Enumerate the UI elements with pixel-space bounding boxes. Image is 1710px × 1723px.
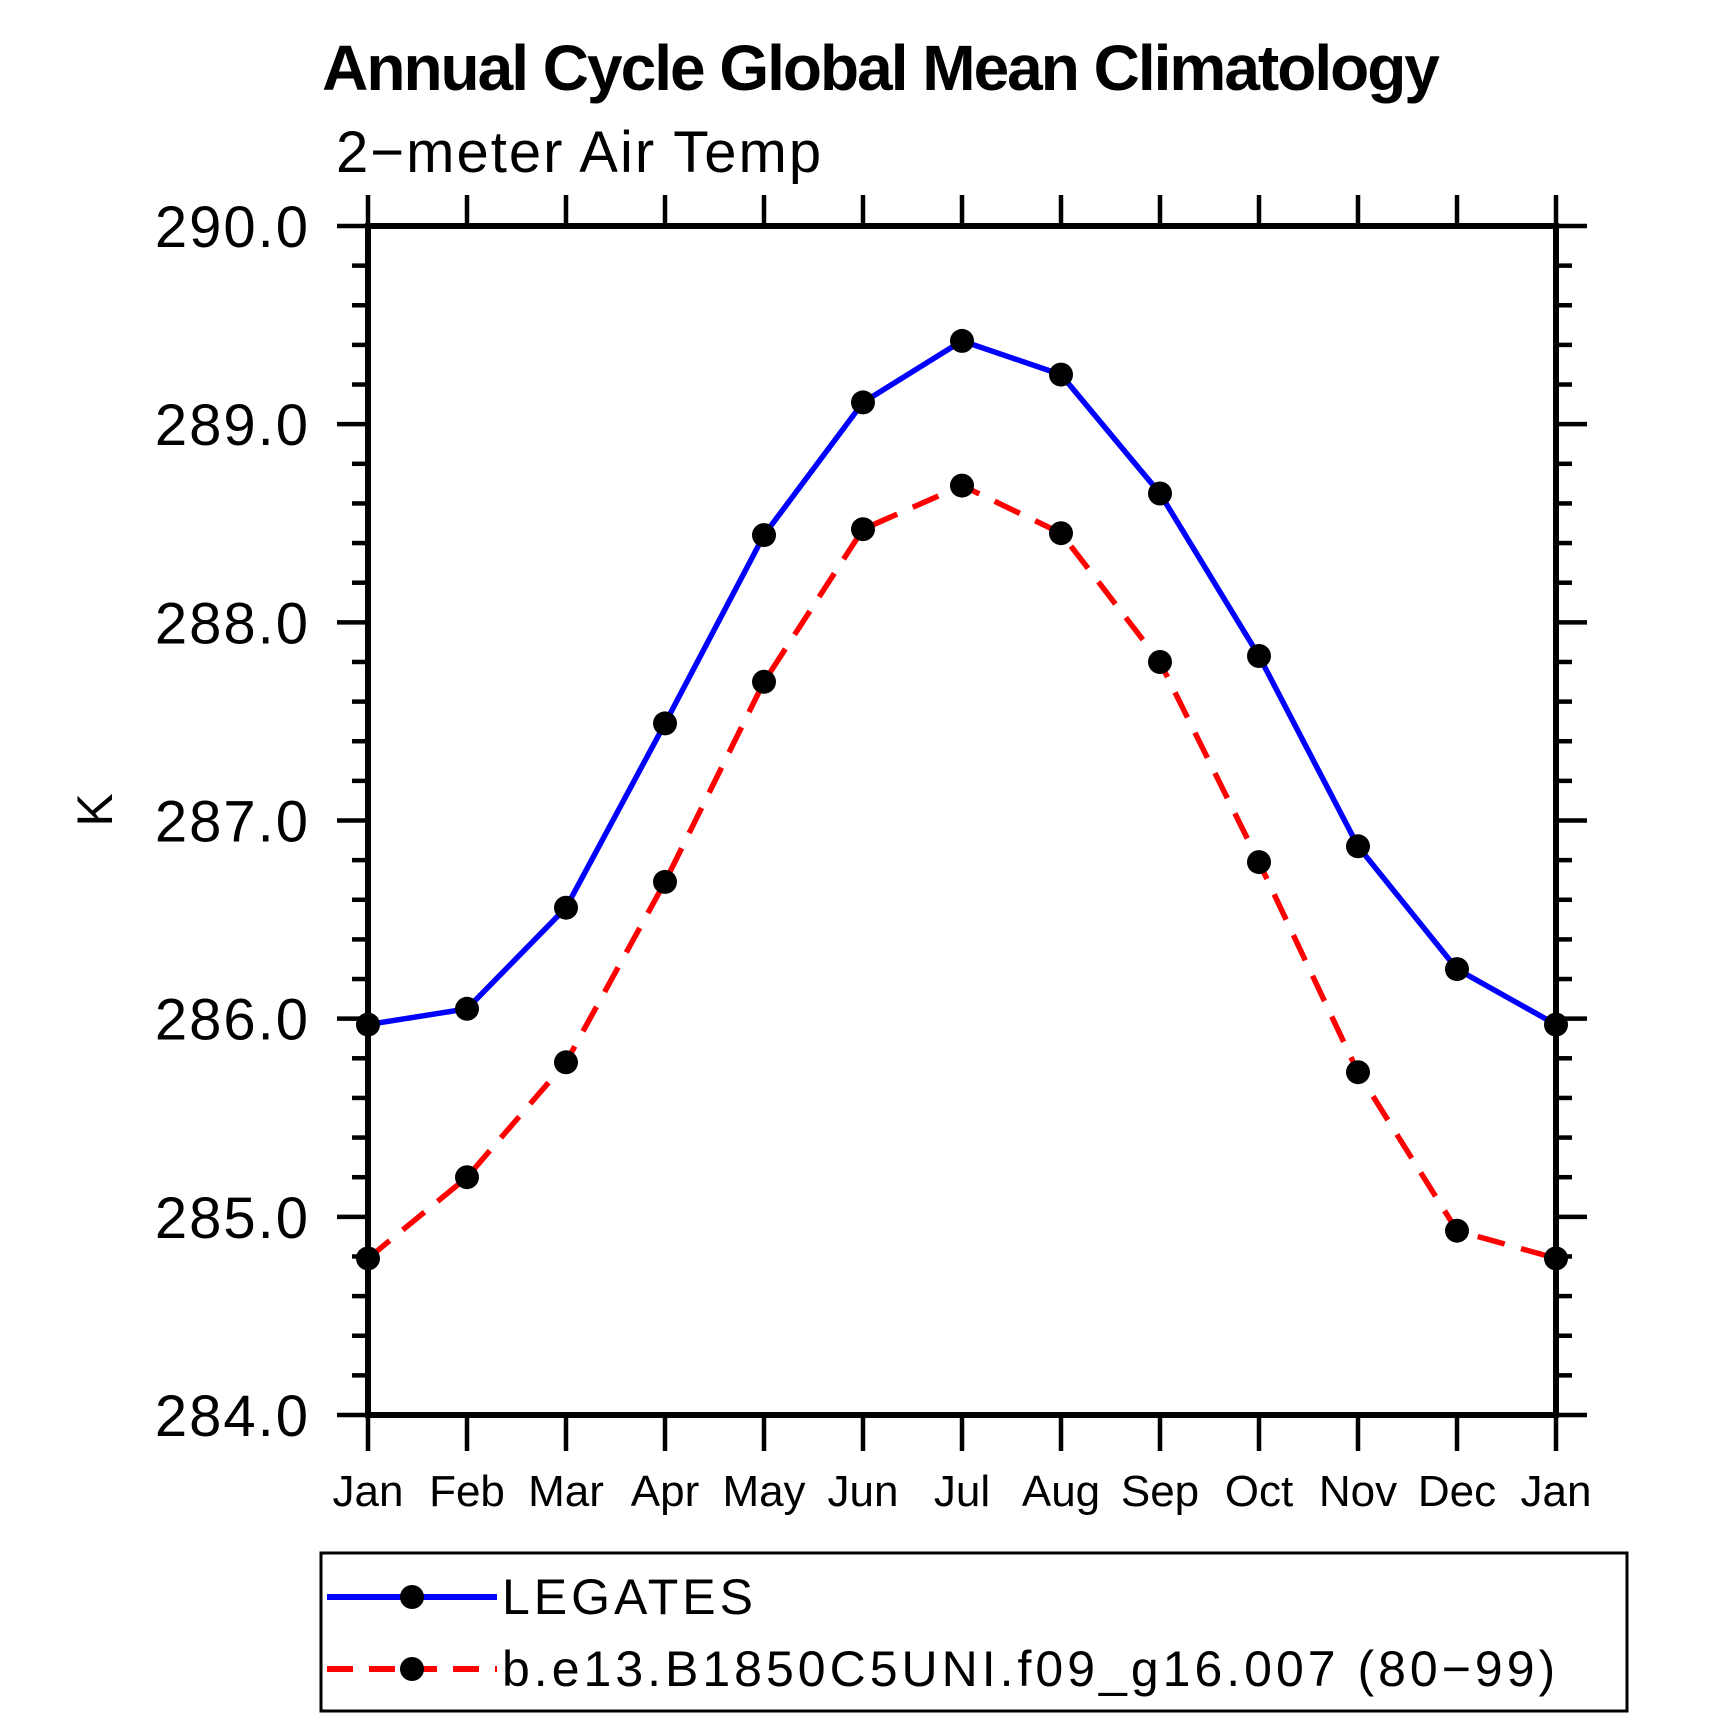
x-tick-label: Jan — [1521, 1467, 1592, 1516]
data-point-marker — [653, 869, 677, 894]
data-point-marker — [1148, 481, 1172, 506]
x-tick-label: Jul — [934, 1467, 990, 1516]
data-point-marker — [1544, 1246, 1568, 1271]
y-tick-label: 290.0 — [155, 195, 310, 260]
data-point-marker — [554, 1050, 578, 1075]
x-tick-label: Jan — [333, 1467, 404, 1516]
data-point-marker — [356, 1012, 380, 1037]
legend-item-legates: LEGATES — [327, 1569, 757, 1625]
y-tick-label: 286.0 — [155, 988, 310, 1053]
series-line-legates — [367, 337, 1558, 1028]
x-tick-label: Sep — [1121, 1467, 1199, 1516]
y-tick-label: 289.0 — [155, 393, 310, 458]
data-point-marker — [851, 390, 875, 415]
data-point-marker — [356, 1246, 380, 1271]
x-tick-label: Nov — [1319, 1467, 1397, 1516]
axes: 284.0 285.0 286.0 287.0 288.0 289.0 290.0 Jan Fe… — [155, 195, 1592, 1516]
data-point-marker — [752, 523, 776, 548]
data-point-marker — [1346, 834, 1370, 859]
data-point-marker — [752, 669, 776, 694]
chart-subtitle: 2−meter Air Temp — [336, 120, 823, 185]
data-point-marker — [1049, 521, 1073, 546]
legend: LEGATES b.e13.B1850C5UNI.f09_g16.007 (80… — [319, 1551, 1629, 1713]
legend-marker-icon — [400, 1657, 424, 1681]
data-point-marker — [455, 996, 479, 1021]
data-point-marker — [1346, 1060, 1370, 1085]
data-point-marker — [1247, 850, 1271, 875]
chart-title: Annual Cycle Global Mean Climatology — [322, 32, 1440, 104]
x-tick-label: Feb — [429, 1467, 505, 1516]
data-point-marker — [554, 895, 578, 920]
y-tick-label: 285.0 — [155, 1186, 310, 1251]
y-tick-label: 284.0 — [155, 1384, 310, 1449]
legend-item-model: b.e13.B1850C5UNI.f09_g16.007 (80−99) — [327, 1641, 1559, 1697]
x-tick-label: Oct — [1225, 1467, 1293, 1516]
data-point-marker — [1445, 1218, 1469, 1243]
data-point-marker — [950, 328, 974, 353]
plot-frame — [365, 223, 1559, 1418]
y-axis-label: K — [67, 793, 123, 826]
data-point-marker — [455, 1165, 479, 1190]
series-layer — [356, 328, 1568, 1271]
legend-label-legates: LEGATES — [502, 1569, 757, 1625]
data-point-marker — [653, 711, 677, 736]
x-tick-label: Apr — [631, 1467, 699, 1516]
data-point-marker — [1247, 644, 1271, 668]
y-tick-label: 288.0 — [155, 591, 310, 656]
data-point-marker — [1445, 957, 1469, 982]
x-tick-label: Mar — [528, 1467, 604, 1516]
y-tick-label: 287.0 — [155, 790, 310, 855]
x-tick-label: Dec — [1418, 1467, 1496, 1516]
data-point-marker — [851, 517, 875, 542]
data-point-marker — [1148, 650, 1172, 674]
data-point-marker — [950, 473, 974, 498]
data-point-marker — [1049, 362, 1073, 387]
legend-marker-icon — [400, 1585, 424, 1609]
x-tick-label: Jun — [828, 1467, 899, 1516]
legend-box — [319, 1551, 1629, 1713]
data-point-marker — [1544, 1012, 1568, 1037]
x-tick-label: Aug — [1022, 1467, 1100, 1516]
x-tick-label: May — [722, 1467, 805, 1516]
legend-label-model: b.e13.B1850C5UNI.f09_g16.007 (80−99) — [502, 1641, 1559, 1697]
